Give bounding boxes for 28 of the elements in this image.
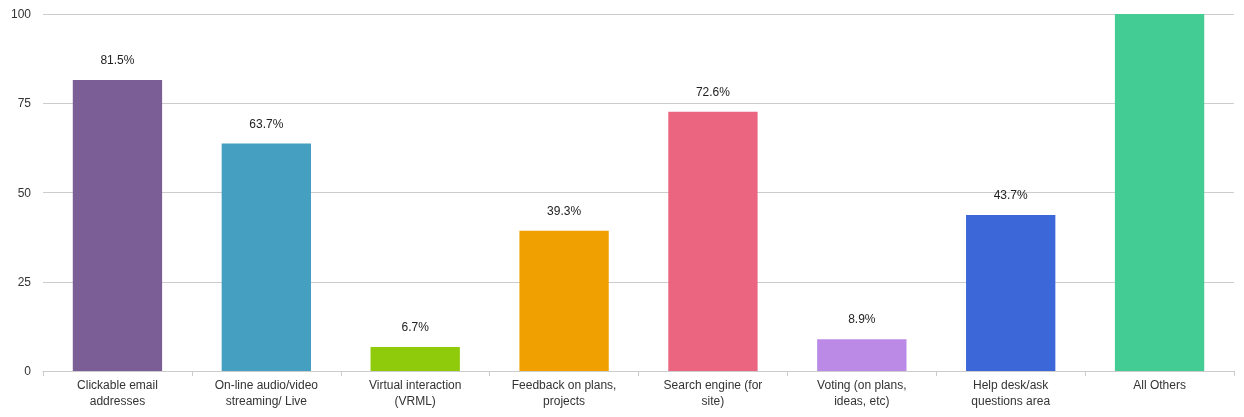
x-tick-label: Virtual interaction (VRML) <box>368 378 462 408</box>
data-label: 81.5% <box>100 53 135 68</box>
x-tick-label: Clickable email addresses <box>77 378 158 408</box>
data-label: 6.7% <box>401 320 430 335</box>
bar <box>668 111 758 371</box>
y-tick-label: 75 <box>17 96 32 111</box>
bar <box>817 339 907 371</box>
bar <box>221 143 311 371</box>
x-tick-label: Search engine (for site) <box>663 378 763 408</box>
bar <box>966 214 1056 371</box>
bar <box>370 347 460 371</box>
bar <box>1114 14 1205 371</box>
x-tick-label: Voting (on plans, ideas, etc) <box>817 378 907 408</box>
x-tick-label: Help desk/ask questions area <box>971 378 1051 408</box>
data-label: 43.7% <box>993 187 1029 202</box>
data-label: 8.9% <box>848 312 876 327</box>
data-label: 63.7% <box>249 116 284 131</box>
y-tick-label: 0 <box>24 364 32 378</box>
x-tick-label: Feedback on plans, projects <box>511 378 617 408</box>
bar <box>519 230 609 371</box>
x-tick-label: All Others <box>1133 378 1186 392</box>
y-tick-label: 25 <box>17 274 32 289</box>
data-label: 39.3% <box>547 203 582 218</box>
y-tick-label: 50 <box>17 185 32 200</box>
x-tick-label: On-line audio/video streaming/ Live <box>214 378 319 408</box>
y-tick-label: 100 <box>10 7 32 21</box>
bar <box>72 80 163 371</box>
data-label: 72.6% <box>695 84 731 99</box>
